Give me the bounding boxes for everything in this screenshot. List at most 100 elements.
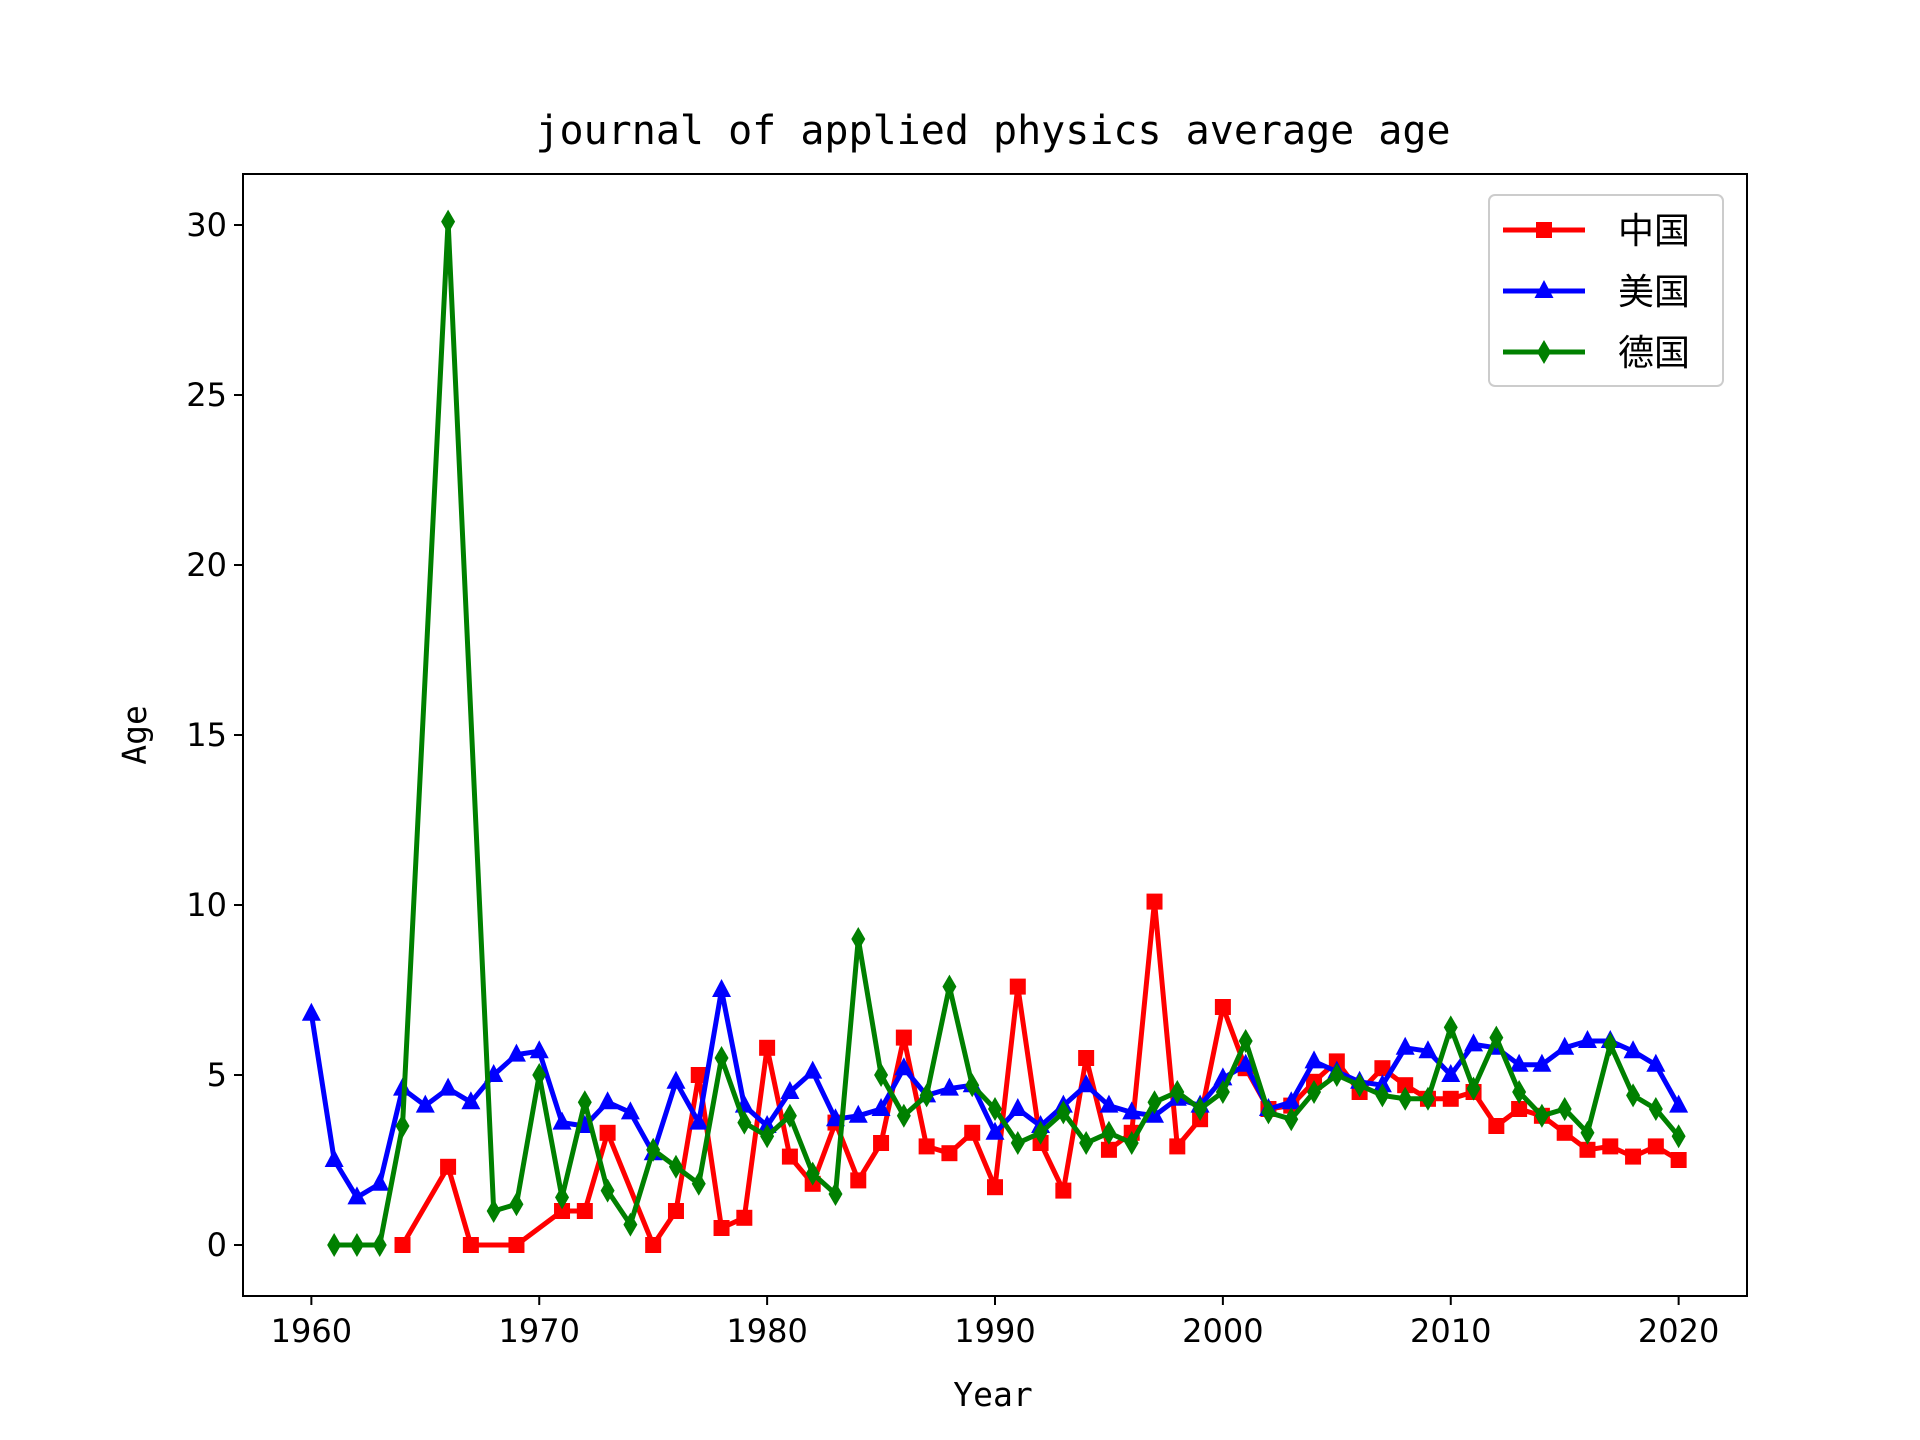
data-point — [985, 1121, 1005, 1140]
data-point — [1304, 1050, 1324, 1069]
x-tick-label: 2020 — [1638, 1312, 1719, 1350]
data-point — [850, 1172, 867, 1189]
data-point — [1420, 1086, 1435, 1111]
data-point — [599, 1124, 616, 1141]
data-point — [1101, 1120, 1116, 1145]
data-point — [646, 1137, 661, 1162]
data-point — [1464, 1033, 1484, 1052]
data-point — [1009, 978, 1026, 995]
data-point — [1442, 1090, 1459, 1107]
data-point — [987, 1179, 1003, 1196]
data-point — [349, 1233, 364, 1257]
data-point — [1238, 1029, 1253, 1053]
data-point — [529, 1040, 549, 1059]
series-line — [400, 899, 1680, 1248]
data-point — [1010, 1131, 1025, 1155]
data-point — [598, 1091, 618, 1110]
data-point — [942, 974, 957, 999]
data-point — [689, 1111, 709, 1130]
data-point — [896, 1103, 911, 1128]
y-tick-label: 25 — [186, 376, 227, 414]
data-point — [1033, 1120, 1048, 1145]
data-point — [508, 1237, 525, 1253]
data-point — [1307, 1080, 1322, 1104]
data-point — [1055, 1182, 1072, 1199]
data-point — [759, 1039, 776, 1056]
data-point — [577, 1090, 592, 1115]
legend-label: 美国 — [1618, 272, 1690, 313]
data-point — [1375, 1083, 1390, 1108]
data-point — [440, 1158, 457, 1175]
data-point — [1532, 1053, 1552, 1072]
data-point — [555, 1185, 570, 1210]
data-point — [600, 1178, 615, 1203]
data-point — [1579, 1141, 1596, 1158]
data-point — [1670, 1152, 1687, 1168]
data-point — [666, 1070, 686, 1089]
data-point — [327, 1233, 342, 1257]
data-point — [532, 1063, 547, 1087]
data-point — [324, 1149, 344, 1167]
data-point — [415, 1094, 435, 1113]
data-point — [1352, 1073, 1367, 1098]
data-point — [394, 1237, 411, 1253]
legend-box — [1488, 194, 1724, 387]
data-point — [1078, 1050, 1095, 1066]
data-point — [1671, 1124, 1686, 1149]
data-point — [1261, 1100, 1276, 1125]
data-point — [1215, 1080, 1230, 1104]
data-point — [1147, 1090, 1162, 1115]
data-point — [1056, 1100, 1071, 1125]
data-point — [1214, 999, 1231, 1015]
data-point — [690, 1067, 707, 1083]
data-point — [1623, 1040, 1643, 1059]
x-tick-label: 2000 — [1182, 1312, 1263, 1350]
data-point — [871, 1098, 891, 1116]
data-point — [668, 1154, 683, 1179]
data-point — [1441, 1064, 1461, 1082]
data-point — [1556, 1124, 1573, 1141]
data-point — [1466, 1076, 1481, 1101]
data-point — [780, 1081, 800, 1099]
data-point — [438, 1077, 458, 1096]
data-point — [714, 1046, 729, 1070]
data-point — [1124, 1131, 1139, 1155]
data-point — [848, 1104, 868, 1123]
plot-area — [301, 209, 1689, 1257]
legend-marker — [1536, 222, 1552, 238]
data-point — [919, 1083, 934, 1108]
data-point — [1555, 1036, 1575, 1055]
series-0 — [394, 893, 1687, 1253]
y-tick-label: 15 — [186, 716, 227, 754]
data-point — [1076, 1074, 1096, 1093]
data-point — [461, 1091, 481, 1110]
data-point — [1284, 1107, 1299, 1132]
data-point — [1646, 1053, 1666, 1072]
data-point — [645, 1237, 662, 1253]
y-axis-label: Age — [115, 705, 154, 765]
data-point — [1395, 1036, 1415, 1055]
x-axis-label: Year — [953, 1375, 1032, 1414]
data-point — [1669, 1094, 1689, 1113]
x-tick-label: 1970 — [499, 1312, 580, 1350]
data-point — [1489, 1025, 1504, 1050]
data-point — [713, 1220, 730, 1236]
data-point — [1625, 1148, 1642, 1165]
x-tick-label: 1980 — [726, 1312, 807, 1350]
data-point — [1603, 1032, 1618, 1057]
legend-marker — [1534, 280, 1554, 298]
data-point — [667, 1203, 684, 1219]
data-point — [918, 1138, 935, 1155]
data-point — [1577, 1030, 1597, 1048]
chart-title: journal of applied physics average age — [535, 108, 1450, 154]
data-point — [301, 1002, 321, 1021]
legend-marker — [1537, 340, 1551, 364]
data-point — [828, 1182, 843, 1206]
series-line — [334, 219, 1681, 1248]
data-point — [1122, 1101, 1142, 1120]
data-point — [1397, 1077, 1414, 1094]
data-point — [1372, 1074, 1392, 1093]
data-point — [1488, 1118, 1505, 1134]
